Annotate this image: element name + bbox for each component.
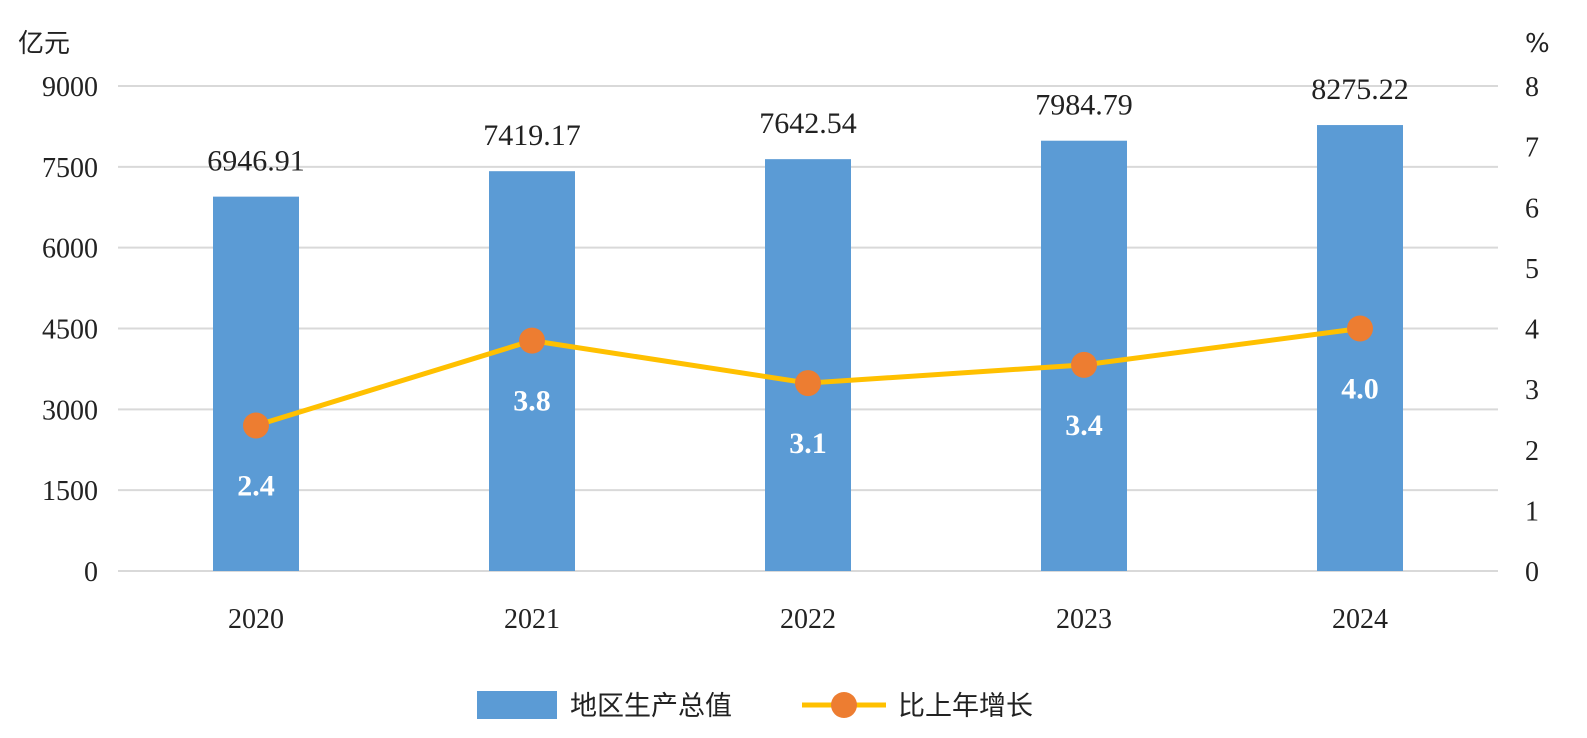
x-axis-tick: 2020 xyxy=(228,604,284,635)
right-axis-tick: 8 xyxy=(1525,72,1539,103)
right-axis: % 0 1 2 3 4 5 6 7 8 xyxy=(1525,29,1550,588)
bar xyxy=(1317,125,1403,571)
right-axis-tick: 1 xyxy=(1525,496,1539,527)
legend: 地区生产总值 比上年增长 xyxy=(477,691,1033,722)
right-axis-unit: % xyxy=(1525,29,1550,59)
right-axis-tick: 7 xyxy=(1525,133,1539,164)
x-axis-tick: 2024 xyxy=(1332,604,1388,635)
line-data-label: 4.0 xyxy=(1341,373,1379,406)
right-axis-tick: 4 xyxy=(1525,315,1539,346)
left-axis-tick: 7500 xyxy=(42,153,98,184)
legend-label-bar: 地区生产总值 xyxy=(570,691,732,722)
x-axis-tick: 2021 xyxy=(504,604,560,635)
line-point xyxy=(243,412,269,439)
line-data-label: 2.4 xyxy=(237,470,275,503)
line-point xyxy=(1071,351,1097,378)
bar-data-label: 7419.17 xyxy=(483,119,581,152)
legend-label-line: 比上年增长 xyxy=(898,691,1033,722)
right-axis-tick: 3 xyxy=(1525,375,1539,406)
bar-data-label: 7642.54 xyxy=(759,107,857,140)
bar xyxy=(213,196,299,571)
right-axis-tick: 6 xyxy=(1525,193,1539,224)
x-axis: 2020 2021 2022 2023 2024 xyxy=(228,604,1388,635)
bar xyxy=(489,171,575,571)
line-point xyxy=(795,370,821,397)
left-axis-tick: 0 xyxy=(84,557,98,588)
line-data-label: 3.1 xyxy=(789,427,827,460)
line-point xyxy=(519,327,545,354)
bar xyxy=(765,159,851,571)
left-axis-tick: 4500 xyxy=(42,315,98,346)
left-axis-tick: 1500 xyxy=(42,476,98,507)
legend-swatch-bar xyxy=(477,691,557,719)
line-data-label: 3.4 xyxy=(1065,409,1103,442)
right-axis-tick: 0 xyxy=(1525,557,1539,588)
left-axis: 亿元 0 1500 3000 4500 6000 7500 9000 xyxy=(18,29,98,588)
bar-data-label: 6946.91 xyxy=(207,145,305,178)
x-axis-tick: 2023 xyxy=(1056,604,1112,635)
left-axis-unit: 亿元 xyxy=(18,29,70,59)
line-data-label: 3.8 xyxy=(513,385,551,418)
bar-series: 6946.91 7419.17 7642.54 7984.79 8275.22 xyxy=(207,73,1409,571)
bar-data-label: 8275.22 xyxy=(1311,73,1409,106)
legend-swatch-marker xyxy=(831,692,857,718)
line-point xyxy=(1347,315,1373,342)
right-axis-tick: 2 xyxy=(1525,436,1539,467)
x-axis-tick: 2022 xyxy=(780,604,836,635)
left-axis-tick: 3000 xyxy=(42,395,98,426)
line-series: 2.4 3.8 3.1 3.4 4.0 xyxy=(237,315,1379,503)
left-axis-tick: 6000 xyxy=(42,234,98,265)
right-axis-tick: 5 xyxy=(1525,254,1539,285)
bar-data-label: 7984.79 xyxy=(1035,89,1133,122)
left-axis-tick: 9000 xyxy=(42,72,98,103)
